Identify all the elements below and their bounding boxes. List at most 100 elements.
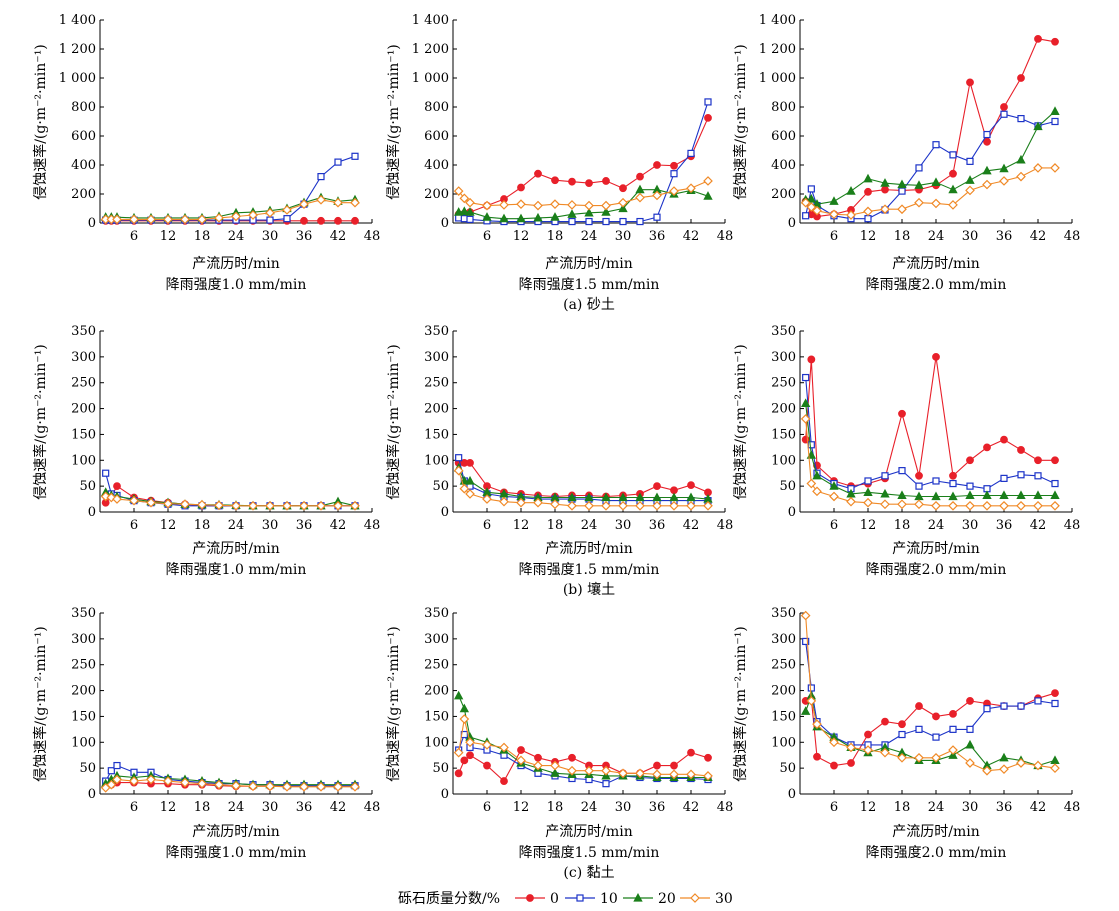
data-point [483,761,491,770]
legend: 砾石质量分数/% 0 10 20 30 [398,891,733,907]
data-point [248,500,258,511]
data-point [1000,103,1008,111]
y-tick-label: 0 [88,505,96,520]
data-point [880,747,890,758]
data-point [1017,702,1025,710]
data-point [880,204,890,215]
y-tick-label: 200 [771,684,796,699]
x-axis-label: 产流历时/min [545,541,633,557]
data-point [966,78,974,87]
y-tick-label: 300 [771,632,796,647]
data-point [983,443,991,452]
data-point [197,499,207,510]
data-point [459,193,470,204]
data-point [180,777,190,788]
data-point [465,475,475,485]
data-point [584,492,594,502]
data-point [800,197,811,208]
data-point [829,737,839,748]
legend-marker [576,894,584,902]
data-point [1017,114,1025,123]
data-point [1033,760,1043,771]
panel-caption: 降雨强度2.0 mm/min [866,277,1007,293]
data-point [618,197,628,208]
data-point [1050,500,1060,511]
data-point [550,768,560,777]
series-30 [800,414,1060,511]
data-point [999,163,1009,173]
series-0 [454,458,712,501]
y-axis-label: 侵蚀速率/(g·m⁻²·min⁻¹) [32,344,49,500]
x-tick-label: 36 [996,800,1013,815]
series-line [105,199,355,220]
x-tick-label: 18 [194,800,211,815]
row-caption-c: (c) 黏土 [563,865,614,881]
x-tick-label: 18 [894,800,911,815]
data-point [948,491,958,501]
y-tick-label: 150 [424,427,449,442]
data-point [248,210,258,220]
data-point [459,483,470,494]
y-tick-label: 50 [79,761,96,776]
data-point [231,500,241,511]
data-point [949,169,957,178]
y-tick-label: 1 000 [412,71,449,86]
data-point [813,752,821,761]
y-axis-label: 侵蚀速率/(g·m⁻²·min⁻¹) [385,626,402,782]
data-point [881,717,889,726]
x-tick-label: 36 [296,229,313,244]
data-point [585,217,593,226]
data-point [670,761,678,770]
data-point [618,492,628,502]
y-tick-label: 800 [424,100,449,115]
data-point [880,178,890,187]
data-point [601,500,611,511]
data-point [500,777,508,785]
data-point [316,194,326,205]
data-point [231,211,241,222]
data-point [499,213,509,223]
y-tick-label: 100 [71,453,96,468]
x-axis-label: 产流历时/min [192,541,280,557]
panel-b1: 侵蚀速率/(g·m⁻²·min⁻¹) 产流历时/min 降雨强度1.0 mm/m… [32,324,380,578]
data-point [932,733,940,741]
data-point [812,486,822,497]
x-tick-label: 36 [296,800,313,815]
data-point [455,454,463,462]
data-point [931,198,941,209]
data-point [129,214,139,225]
data-point [999,176,1009,186]
data-point [807,355,816,364]
y-tick-label: 0 [88,216,96,231]
y-tick-label: 350 [71,324,96,339]
data-point [1000,702,1008,710]
data-point [983,130,991,139]
data-point [113,761,121,770]
data-point [602,780,610,788]
data-point [636,217,644,226]
data-point [982,490,992,500]
data-point [1051,689,1059,698]
data-point [669,769,679,780]
data-point [802,373,810,382]
data-point [567,209,577,218]
x-tick-label: 30 [962,229,979,244]
x-tick-label: 48 [717,518,734,533]
x-tick-label: 42 [683,229,700,244]
data-point [806,202,817,212]
data-point [881,185,889,194]
data-point [1016,500,1026,511]
y-tick-label: 1 000 [759,71,796,86]
data-point [466,751,474,760]
x-tick-label: 6 [830,518,838,533]
series-10 [102,152,359,224]
data-point [180,214,190,225]
x-tick-label: 30 [615,800,632,815]
y-tick-label: 0 [788,505,796,520]
series-10 [802,373,1059,493]
series-line [805,615,1056,772]
data-point [687,149,695,157]
data-point [898,187,906,195]
data-point [197,778,207,789]
x-tick-label: 12 [860,518,877,533]
